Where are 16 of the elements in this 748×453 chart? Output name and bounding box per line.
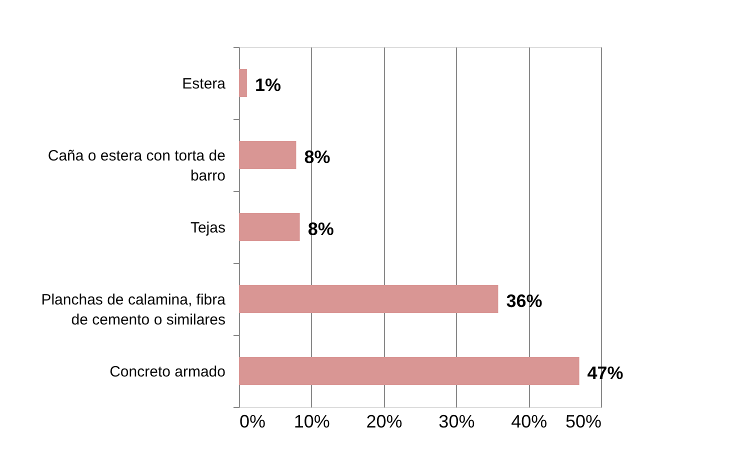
x-tick-label: 30% <box>438 412 475 432</box>
data-label: 8% <box>308 219 334 239</box>
x-tick-label: 50% <box>565 412 602 432</box>
y-tick-label: Tejas <box>190 220 226 236</box>
y-tick-label: Estera <box>182 76 226 92</box>
y-tick-label: Planchas de calamina, fibra de cemento o similares <box>41 292 226 328</box>
data-label: 1% <box>254 75 281 95</box>
x-tick-label: 10% <box>294 412 330 432</box>
y-tick-label: Concreto armado <box>110 364 226 380</box>
x-tick-label: 40% <box>511 412 548 432</box>
data-label: 36% <box>506 291 542 311</box>
data-label: 8% <box>304 147 330 167</box>
y-tick-label: Caña o estera con torta de barro <box>48 148 226 184</box>
data-label: 47% <box>587 363 624 383</box>
x-tick-label: 0% <box>240 412 266 432</box>
x-tick-label: 20% <box>366 412 402 432</box>
